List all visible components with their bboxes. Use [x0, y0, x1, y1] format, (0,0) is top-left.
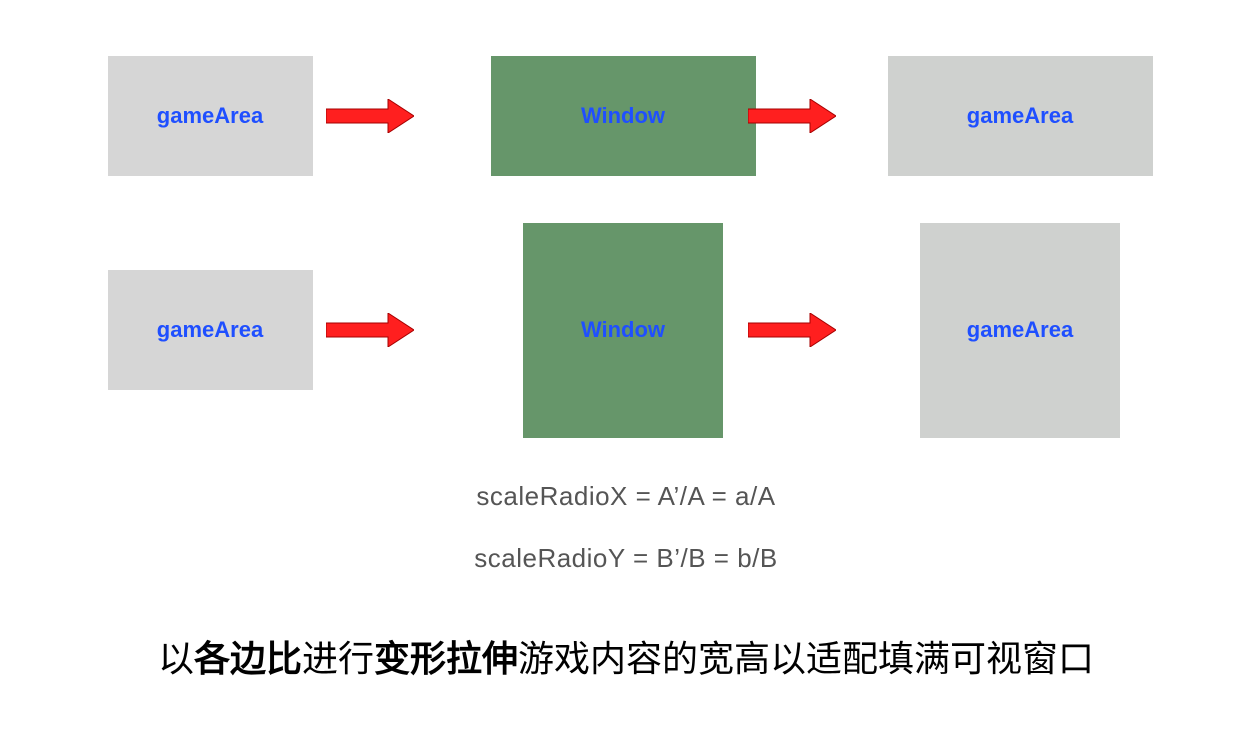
- window-label: Window: [581, 317, 665, 343]
- diagram-canvas: gameArea Window gameArea gameArea Window…: [0, 0, 1252, 736]
- game-area-label: gameArea: [967, 103, 1073, 129]
- arrow-icon: [748, 99, 836, 138]
- game-area-box-1: gameArea: [108, 56, 313, 176]
- caption-text: 以各边比进行变形拉伸游戏内容的宽高以适配填满可视窗口: [0, 630, 1252, 682]
- game-area-label: gameArea: [157, 103, 263, 129]
- result-box-1: gameArea: [888, 56, 1153, 176]
- window-box-2: Window: [523, 223, 723, 438]
- game-area-box-2: gameArea: [108, 270, 313, 390]
- arrow-icon: [326, 99, 414, 138]
- game-area-label: gameArea: [967, 317, 1073, 343]
- result-box-2: gameArea: [920, 223, 1120, 438]
- window-box-1: Window: [491, 56, 756, 176]
- arrow-icon: [326, 313, 414, 352]
- formula-line-2: scaleRadioY = B’/B = b/B: [0, 543, 1252, 574]
- game-area-label: gameArea: [157, 317, 263, 343]
- formula-line-1: scaleRadioX = A’/A = a/A: [0, 481, 1252, 512]
- arrow-icon: [748, 313, 836, 352]
- window-label: Window: [581, 103, 665, 129]
